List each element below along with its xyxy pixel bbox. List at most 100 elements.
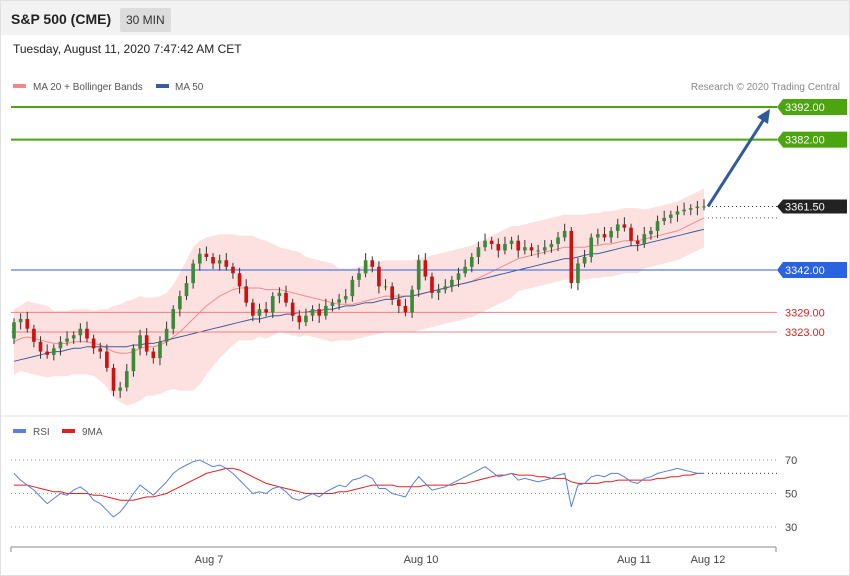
interval-selector[interactable]: 30 MIN (120, 8, 171, 32)
ma50-legend-label: MA 50 (175, 82, 204, 93)
candle-up (688, 208, 693, 210)
candle-down (629, 227, 633, 241)
ma50-line (13, 228, 705, 362)
rsi-9ma-line (14, 467, 704, 501)
rsi-tick-label: 30 (785, 522, 797, 534)
candle-down (204, 253, 209, 257)
candle-down (25, 318, 30, 329)
candle-down (98, 348, 103, 352)
candle-down (622, 224, 627, 228)
candle-up (324, 305, 328, 316)
candle-down (38, 341, 43, 352)
candle-up (642, 234, 647, 244)
support-label: 3323.00 (785, 327, 825, 339)
candle-down (211, 257, 215, 264)
candle-up (78, 328, 83, 336)
candle-down (297, 315, 302, 323)
candle-down (529, 247, 534, 251)
candle-up (675, 211, 680, 215)
candle-up (363, 260, 368, 274)
candle-up (383, 286, 388, 288)
candle-up (476, 247, 481, 257)
candle-up (463, 266, 467, 274)
candle-down (489, 240, 494, 244)
candle-down (91, 338, 96, 349)
candle-up (483, 240, 487, 248)
time-axis: Aug 7 Aug 10 Aug 11 Aug 12 (10, 546, 777, 566)
candle-up (615, 224, 620, 231)
rsi-line (13, 459, 704, 518)
candle-down (430, 276, 434, 293)
rsi-tick-label: 50 (785, 489, 797, 501)
candle-up (65, 338, 69, 342)
candle-up (456, 273, 461, 280)
time-tick-label: Aug 12 (691, 554, 726, 566)
candle-up (191, 263, 195, 284)
candle-down (390, 286, 394, 300)
candle-up (58, 341, 63, 349)
ma20-legend-swatch (13, 84, 26, 88)
candle-up (523, 247, 527, 251)
candle-up (131, 348, 136, 372)
resistance-tag (777, 99, 847, 115)
candle-down (144, 335, 149, 352)
candle-up (197, 253, 202, 264)
candlesticks (12, 199, 706, 398)
candle-down (396, 299, 401, 306)
candle-up (556, 237, 560, 244)
chart-header: S&P 500 (CME) 30 MIN (1, 1, 849, 35)
candle-up (702, 206, 706, 208)
candle-up (330, 302, 335, 306)
candle-up (277, 292, 282, 297)
rsi-panel: 70 50 30 (11, 455, 797, 534)
candle-up (549, 243, 554, 248)
price-levels: 3392.00 3382.00 3361.50 3342.00 3329.00 3323.… (11, 99, 847, 339)
candle-down (264, 309, 268, 313)
resistance-label: 3392.00 (785, 102, 825, 114)
rsi-legend-label: RSI (33, 427, 50, 438)
support-label: 3329.00 (785, 307, 825, 319)
pivot-tag (777, 262, 847, 279)
candle-up (509, 240, 514, 244)
time-tick-label: Aug 10 (404, 554, 439, 566)
candle-down (377, 266, 381, 287)
candle-up (257, 309, 262, 316)
candle-up (304, 315, 308, 323)
candle-up (18, 318, 23, 323)
candle-up (164, 328, 169, 342)
candle-up (217, 260, 222, 264)
candle-down (244, 286, 249, 303)
candle-up (682, 209, 686, 212)
candle-down (317, 309, 322, 316)
candle-down (105, 351, 109, 368)
candle-down (85, 328, 89, 339)
candle-up (576, 263, 580, 284)
ma50-legend-swatch (156, 84, 169, 88)
candle-up (178, 296, 182, 310)
candle-up (51, 348, 56, 355)
time-tick-label: Aug 7 (195, 554, 224, 566)
target-arrow-head (757, 109, 770, 124)
candle-up (589, 237, 594, 257)
candle-up (310, 309, 315, 316)
candle-up (270, 296, 275, 313)
ma20-line (13, 217, 705, 354)
candle-down (231, 266, 235, 274)
ma9-legend-swatch (62, 429, 75, 433)
bollinger-band-fill (14, 188, 704, 406)
bollinger-bands (14, 188, 704, 406)
candle-up (350, 279, 355, 297)
candle-down (251, 302, 255, 316)
candle-down (602, 234, 607, 238)
candle-up (649, 230, 653, 235)
candle-down (111, 367, 116, 391)
candle-up (337, 299, 341, 303)
candle-down (224, 260, 229, 267)
candle-down (284, 292, 288, 303)
candle-down (290, 302, 295, 316)
rsi-legend-swatch (13, 429, 26, 433)
candle-up (536, 250, 540, 252)
candle-down (45, 351, 49, 355)
chart-datetime: Tuesday, August 11, 2020 7:47:42 AM CET (13, 42, 242, 56)
candle-up (582, 257, 587, 264)
